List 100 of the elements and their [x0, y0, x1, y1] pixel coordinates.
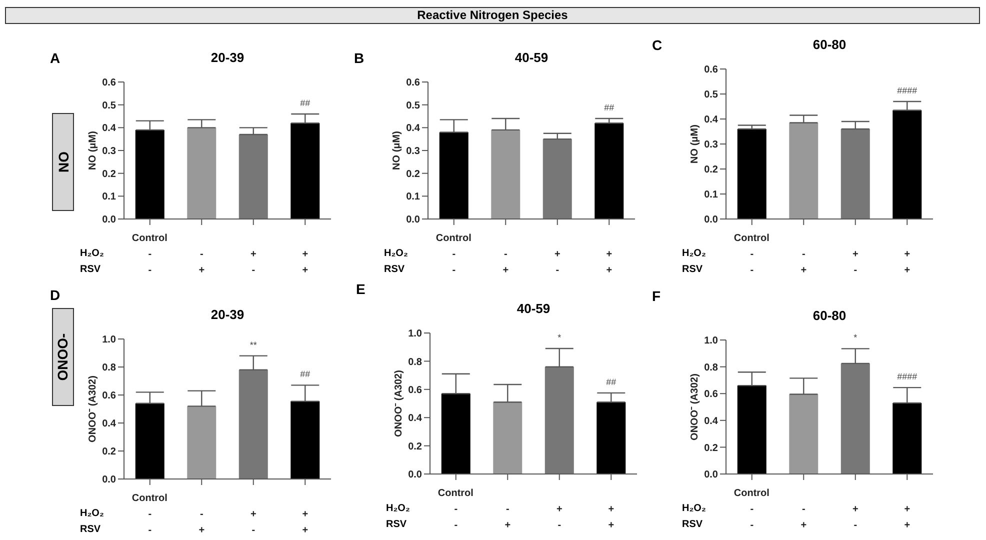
text: C [652, 37, 662, 53]
y-tick-label: 0.2 [102, 168, 116, 180]
text: H₂O₂ [682, 248, 706, 259]
chart-title: 20-39 [210, 50, 246, 65]
x-tick-label: Control - - [734, 233, 770, 276]
data-label: ** [250, 340, 258, 350]
text: ONOO- [55, 333, 72, 381]
text: RSV [80, 264, 101, 275]
y-tick-label: 0.4 [704, 416, 718, 427]
x-tick-label: + - [250, 509, 256, 536]
y-tick-label: 0.4 [102, 123, 116, 134]
chart-title: 40-59 [516, 301, 552, 316]
y-tick-label: 0.2 [704, 442, 718, 454]
text: RSV [386, 519, 407, 530]
y-tick-label: 1.0 [102, 334, 116, 346]
y-tick-label: 0.3 [406, 146, 420, 158]
y-tick-label: 0.1 [102, 192, 116, 203]
y-tick-label: 0.8 [102, 362, 116, 374]
x-tick-label: - + [504, 504, 511, 531]
y-tick-label: 0.5 [406, 100, 420, 112]
y-tick-label: 0.8 [408, 356, 422, 368]
y-tick-label: 0.4 [408, 413, 422, 424]
y-tick-label: 0.6 [408, 384, 422, 396]
y-tick-label: 0.2 [102, 446, 116, 458]
text: RSV [682, 519, 703, 530]
y-axis-title: NO (μM) [88, 131, 99, 170]
y-tick-label: 0.1 [406, 192, 420, 203]
y-tick-label: 0.6 [704, 389, 718, 400]
y-axis-title: NO (μM) [392, 131, 403, 170]
y-tick-label: 0.3 [102, 146, 116, 158]
text: H₂O₂ [682, 503, 706, 514]
data-label: #### [897, 372, 918, 382]
y-tick-label: 0.1 [704, 190, 718, 201]
y-tick-label: 0.3 [704, 140, 718, 151]
x-tick-label: + - [852, 504, 858, 531]
data-label: ## [606, 376, 616, 387]
y-tick-label: 0.6 [406, 78, 420, 89]
y-tick-label: 0.2 [406, 168, 420, 180]
text: RSV [80, 524, 101, 535]
x-tick-label: Control - - [132, 493, 168, 536]
text: E [356, 281, 366, 297]
y-axis-title: ONOO⁻ (A302) [690, 374, 701, 440]
y-tick-label: 0.6 [102, 78, 116, 89]
text: A [50, 50, 60, 66]
data-label: ## [300, 98, 310, 108]
x-tick-label: + - [250, 249, 256, 276]
y-tick-label: 0.0 [102, 474, 116, 486]
x-tick-label: + - [556, 504, 562, 531]
text: RSV [682, 264, 703, 275]
x-tick-label: Control - - [132, 233, 168, 276]
chart-title: 60-80 [812, 308, 848, 323]
y-tick-label: 0.4 [406, 123, 420, 134]
y-tick-label: 0.2 [408, 441, 422, 452]
text: RSV [384, 264, 405, 275]
y-tick-label: 0.4 [102, 418, 116, 430]
x-tick-label: - + [800, 249, 807, 276]
text: Reactive Nitrogen Species [5, 7, 980, 24]
chart-title: 20-39 [210, 307, 246, 322]
y-tick-label: 0.6 [102, 390, 116, 402]
y-tick-label: 0.0 [102, 214, 116, 226]
y-tick-label: 0.8 [704, 362, 718, 374]
y-axis-title: ONOO⁻ (A302) [88, 376, 99, 442]
y-tick-label: 1.0 [408, 328, 422, 340]
x-tick-label: Control - - [734, 488, 770, 531]
text: NO [55, 152, 71, 172]
y-tick-label: 0.4 [704, 114, 718, 126]
text: F [652, 288, 661, 304]
text: H₂O₂ [80, 248, 104, 259]
y-tick-label: 0.0 [408, 470, 422, 481]
data-label: ## [300, 369, 310, 380]
data-label: * [854, 332, 858, 343]
x-tick-label: + - [554, 249, 560, 276]
text: H₂O₂ [386, 503, 410, 514]
data-label: #### [897, 86, 918, 96]
y-tick-label: 0.6 [704, 64, 718, 76]
y-axis-title: NO (μM) [690, 124, 701, 164]
y-tick-label: 1.0 [704, 336, 718, 347]
x-tick-label: + + [608, 504, 614, 531]
y-tick-label: 0.5 [102, 100, 116, 112]
y-tick-label: 0.0 [704, 214, 718, 226]
chart-title: 40-59 [514, 50, 550, 65]
text: B [354, 50, 364, 66]
text: D [50, 287, 60, 303]
x-tick-label: - + [198, 249, 205, 276]
x-tick-label: Control - - [438, 488, 474, 531]
y-tick-label: 0.0 [406, 214, 420, 226]
x-tick-label: + + [904, 504, 910, 531]
data-label: * [558, 332, 562, 343]
y-axis-title: ONOO⁻ (A302) [394, 370, 405, 437]
x-tick-label: + + [606, 249, 612, 276]
x-tick-label: - + [198, 509, 205, 536]
data-label: ## [604, 102, 614, 113]
y-tick-label: 0.0 [704, 470, 718, 481]
x-tick-label: + + [904, 249, 910, 276]
text: H₂O₂ [384, 248, 408, 259]
x-tick-label: Control - - [436, 233, 472, 276]
x-tick-label: - + [800, 504, 807, 531]
text: H₂O₂ [80, 508, 104, 519]
chart-title: 60-80 [812, 37, 848, 52]
x-tick-label: + - [852, 249, 858, 276]
